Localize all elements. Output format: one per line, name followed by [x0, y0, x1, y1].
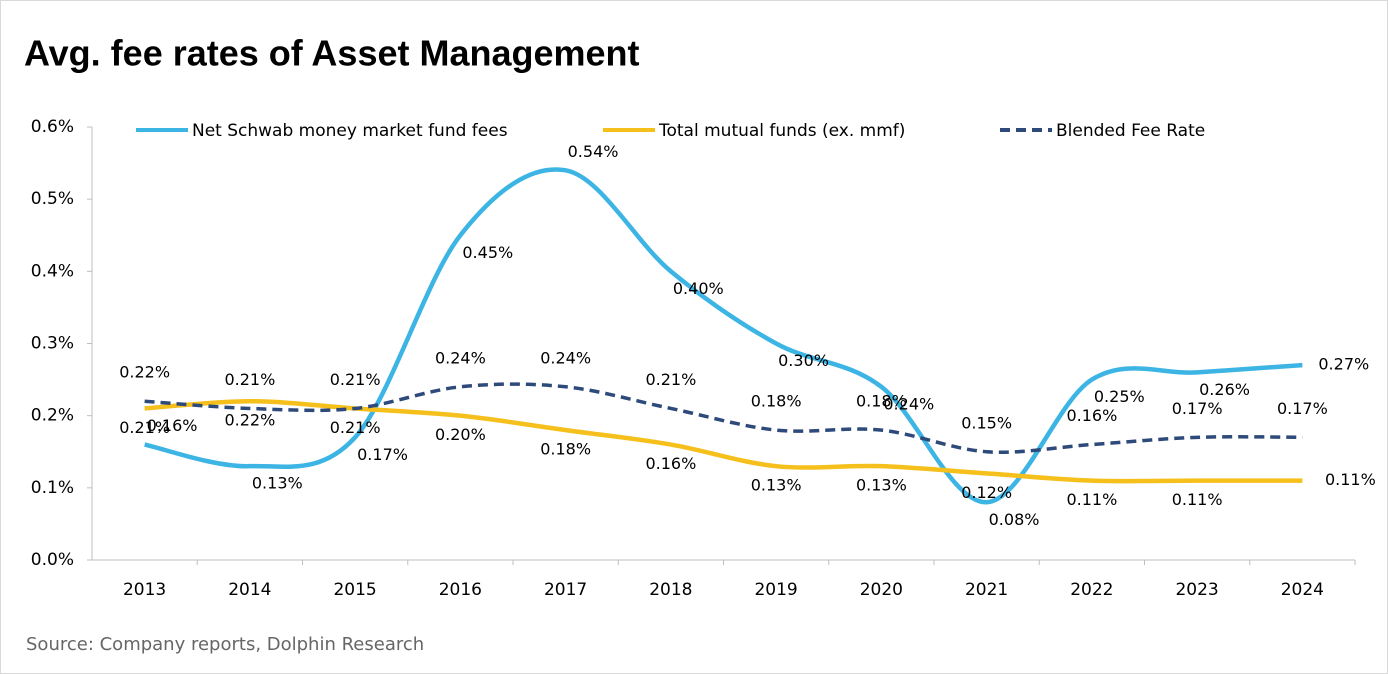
x-tick-label: 2024 — [1281, 580, 1324, 600]
y-tick-label: 0.1% — [31, 478, 74, 498]
data-label: 0.16% — [1066, 406, 1117, 425]
series-line — [144, 382, 1303, 454]
data-label: 0.25% — [1094, 387, 1145, 406]
data-label: 0.26% — [1199, 380, 1250, 399]
data-label: 0.13% — [856, 476, 907, 495]
data-label: 0.24% — [435, 348, 486, 367]
y-tick-label: 0.3% — [31, 334, 74, 354]
series-line — [144, 398, 1303, 484]
x-tick-label: 2018 — [649, 580, 692, 600]
data-label: 0.54% — [568, 142, 619, 161]
data-label: 0.21% — [119, 418, 170, 437]
data-label: 0.18% — [540, 440, 591, 459]
x-tick-label: 2022 — [1070, 580, 1113, 600]
data-label: 0.13% — [751, 476, 802, 495]
data-label: 0.21% — [330, 370, 381, 389]
data-label: 0.21% — [330, 418, 381, 437]
data-label: 0.40% — [673, 279, 724, 298]
data-label: 0.21% — [645, 370, 696, 389]
data-label: 0.18% — [751, 392, 802, 411]
x-tick-label: 2013 — [123, 580, 166, 600]
data-label: 0.45% — [462, 243, 513, 262]
x-tick-label: 2023 — [1175, 580, 1218, 600]
data-label: 0.21% — [224, 370, 275, 389]
data-label: 0.30% — [778, 351, 829, 370]
data-label: 0.13% — [252, 474, 303, 493]
chart-title: Avg. fee rates of Asset Management — [24, 33, 640, 74]
x-tick-label: 2017 — [544, 580, 587, 600]
y-tick-label: 0.5% — [31, 189, 74, 209]
data-label: 0.17% — [1277, 399, 1328, 418]
data-label: 0.27% — [1318, 355, 1369, 374]
data-label: 0.16% — [147, 416, 198, 435]
y-tick-label: 0.0% — [31, 550, 74, 570]
data-label: 0.17% — [357, 445, 408, 464]
legend-label: Blended Fee Rate — [1056, 121, 1205, 141]
x-tick-label: 2021 — [965, 580, 1008, 600]
x-tick-label: 2020 — [860, 580, 903, 600]
data-label: 0.15% — [961, 413, 1012, 432]
data-label: 0.11% — [1172, 490, 1223, 509]
data-label: 0.11% — [1066, 490, 1117, 509]
legend-label: Total mutual funds (ex. mmf) — [658, 121, 905, 141]
data-label: 0.11% — [1325, 470, 1376, 489]
data-label: 0.20% — [435, 425, 486, 444]
data-label: 0.24% — [540, 348, 591, 367]
data-label: 0.17% — [1172, 399, 1223, 418]
data-label: 0.18% — [856, 392, 907, 411]
y-tick-label: 0.4% — [31, 261, 74, 281]
source-note: Source: Company reports, Dolphin Researc… — [26, 634, 424, 655]
data-label: 0.16% — [645, 454, 696, 473]
data-label: 0.08% — [989, 510, 1040, 529]
series-line — [144, 167, 1303, 505]
x-tick-label: 2014 — [228, 580, 271, 600]
x-tick-label: 2015 — [333, 580, 376, 600]
y-tick-label: 0.2% — [31, 406, 74, 426]
x-tick-label: 2019 — [754, 580, 797, 600]
data-label: 0.24% — [883, 394, 934, 413]
legend-label: Net Schwab money market fund fees — [192, 121, 508, 141]
x-tick-label: 2016 — [439, 580, 482, 600]
data-label: 0.22% — [224, 411, 275, 430]
y-tick-label: 0.6% — [31, 117, 74, 137]
data-label: 0.12% — [961, 483, 1012, 502]
data-label: 0.22% — [119, 363, 170, 382]
